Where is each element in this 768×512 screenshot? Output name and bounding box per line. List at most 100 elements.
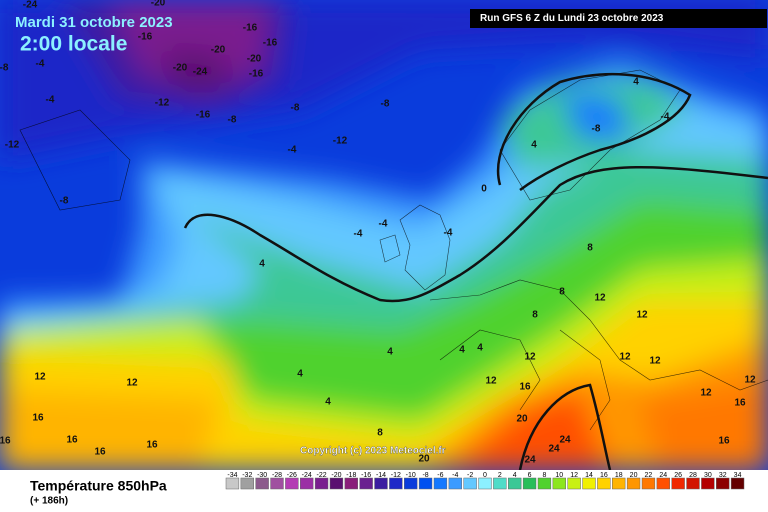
colorbar-swatch: [300, 477, 314, 490]
colorbar-label: -30: [257, 472, 267, 479]
contour-label: 16: [734, 398, 746, 409]
contour-label: -8: [0, 63, 9, 74]
contour-label: -8: [60, 196, 69, 207]
contour-label: -4: [36, 59, 45, 70]
colorbar-label: 20: [630, 472, 638, 479]
colorbar-swatch: [508, 477, 522, 490]
colorbar-swatch: [448, 477, 462, 490]
colorbar-label: 28: [689, 472, 697, 479]
colorbar-swatch: [716, 477, 730, 490]
colorbar-label: 6: [528, 472, 532, 479]
contour-label: -4: [46, 95, 55, 106]
contour-label: 4: [325, 397, 331, 408]
contour-label: -16: [243, 23, 258, 34]
contour-label: 24: [559, 435, 571, 446]
contour-label: 24: [524, 455, 536, 466]
colorbar-label: -22: [317, 472, 327, 479]
colorbar-label: 34: [734, 472, 742, 479]
contour-label: 8: [532, 310, 538, 321]
contour-label: 16: [0, 436, 11, 447]
colorbar-swatch: [686, 477, 700, 490]
colorbar-swatch: [552, 477, 566, 490]
contour-label: -12: [155, 98, 170, 109]
contour-label: -4: [661, 112, 670, 123]
colorbar-label: 22: [645, 472, 653, 479]
colorbar-swatch: [344, 477, 358, 490]
contour-label: 4: [531, 140, 537, 151]
colorbar-label: 18: [615, 472, 623, 479]
contour-label: 16: [66, 435, 78, 446]
colorbar-label: -10: [406, 472, 416, 479]
contour-label: -12: [333, 136, 348, 147]
colorbar-label: -14: [376, 472, 386, 479]
colorbar-swatch: [240, 477, 254, 490]
contour-label: 16: [32, 413, 44, 424]
colorbar-swatch: [478, 477, 492, 490]
run-info: Run GFS 6 Z du Lundi 23 octobre 2023: [480, 13, 664, 24]
contour-label: -20: [247, 54, 262, 65]
colorbar-label: -12: [391, 472, 401, 479]
colorbar-swatch: [270, 477, 284, 490]
colorbar-swatch: [567, 477, 581, 490]
colorbar-swatch: [671, 477, 685, 490]
contour-label: 24: [548, 444, 560, 455]
contour-label: -16: [249, 69, 264, 80]
colorbar-swatch: [493, 477, 507, 490]
colorbar-swatch: [255, 477, 269, 490]
contour-label: 8: [377, 428, 383, 439]
colorbar-label: -24: [302, 472, 312, 479]
colorbar-swatch: [641, 477, 656, 490]
contour-label: 12: [485, 376, 497, 387]
colorbar-label: 24: [659, 472, 667, 479]
contour-label: -24: [193, 67, 208, 78]
colorbar-label: 0: [483, 472, 487, 479]
contour-label: 12: [636, 310, 648, 321]
contour-label: -8: [291, 103, 300, 114]
colorbar-label: 10: [555, 472, 563, 479]
contour-label: -4: [444, 228, 453, 239]
colorbar-label: 14: [585, 472, 593, 479]
map-date: Mardi 31 octobre 2023: [15, 14, 173, 31]
colorbar-label: -26: [287, 472, 297, 479]
colorbar-swatch: [582, 477, 596, 490]
contour-label: 4: [459, 345, 465, 356]
copyright: Copyright (c) 2023 Meteociel.fr: [300, 446, 446, 457]
map-field: [0, 0, 768, 470]
colorbar-label: 30: [704, 472, 712, 479]
map-time: 2:00 locale: [20, 33, 127, 56]
colorbar-swatch: [404, 477, 418, 490]
colorbar-swatch: [329, 477, 344, 490]
colorbar-label: -8: [422, 472, 428, 479]
contour-label: 16: [519, 382, 531, 393]
contour-label: -16: [138, 32, 153, 43]
contour-label: 8: [559, 287, 565, 298]
contour-label: 4: [297, 369, 303, 380]
colorbar-label: -6: [437, 472, 443, 479]
contour-label: 8: [587, 243, 593, 254]
contour-label: -4: [288, 145, 297, 156]
contour-label: -8: [228, 115, 237, 126]
footer-lead: (+ 186h): [30, 496, 68, 507]
colorbar-swatch: [597, 477, 611, 490]
colorbar-label: 16: [600, 472, 608, 479]
colorbar-label: -4: [452, 472, 458, 479]
contour-label: 12: [594, 293, 606, 304]
contour-label: -20: [173, 63, 188, 74]
colorbar: -34 -32 -30 -28 -26 -24 -22 -20 -18 -16 -14 -12 -10-…: [225, 472, 745, 490]
contour-label: 12: [126, 378, 138, 389]
contour-label: 12: [34, 372, 46, 383]
contour-label: 0: [481, 184, 487, 195]
contour-label: 20: [516, 414, 528, 425]
colorbar-label: -32: [242, 472, 252, 479]
colorbar-swatch: [314, 477, 329, 490]
coastlines: [19, 69, 768, 431]
colorbar-swatch: [730, 477, 745, 490]
colorbar-label: -16: [361, 472, 371, 479]
colorbar-label: 2: [498, 472, 502, 479]
contour-label: 16: [94, 447, 106, 458]
contour-label: -4: [354, 229, 363, 240]
contour-label: -8: [592, 124, 601, 135]
colorbar-label: 4: [513, 472, 517, 479]
run-box: [470, 9, 767, 28]
